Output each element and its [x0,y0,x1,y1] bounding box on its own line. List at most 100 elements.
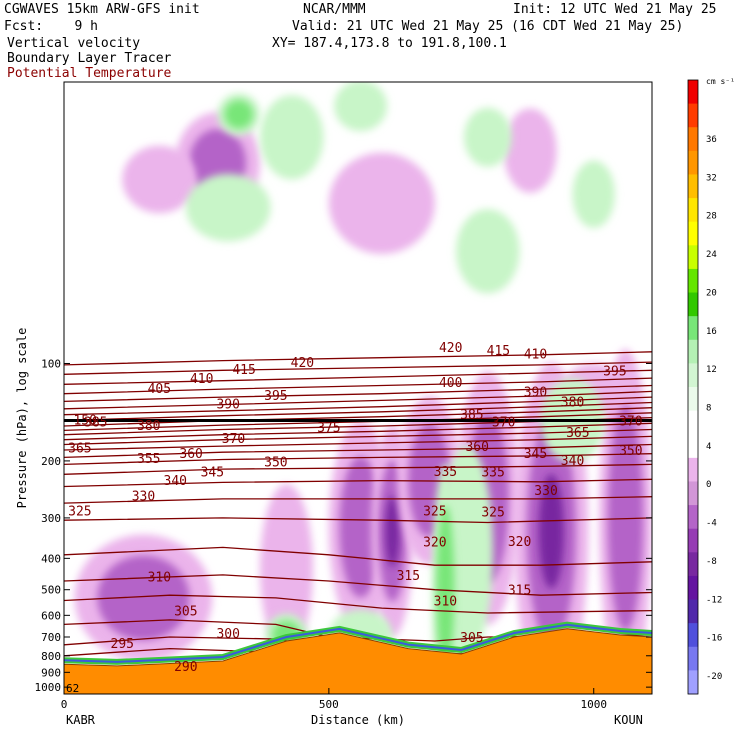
theta-label: 335 [434,465,457,480]
colorbar-tick-label: 4 [706,442,711,452]
theta-label: 355 [137,452,160,467]
theta-label: 415 [487,344,510,359]
theta-label: 295 [111,637,134,652]
downdraft-region [607,404,644,631]
theta-contour-365 [64,422,652,441]
theta-label: 410 [190,372,213,387]
colorbar-swatch [688,198,698,223]
updraft-region [456,209,520,294]
theta-label: 360 [465,440,488,455]
cross-section-endpoints: XY= 187.4,173.8 to 191.8,100.1 [272,36,507,51]
downdraft-region [503,108,557,193]
theta-label: 320 [508,535,531,550]
theta-label: 325 [481,506,504,521]
forecast-hour: Fcst: 9 h [4,19,98,34]
updraft-region [463,107,512,167]
theta-label: 380 [561,395,584,410]
updraft-region [572,160,615,228]
colorbar-tick-label: 16 [706,327,717,337]
colorbar-tick-label: -20 [706,672,722,682]
colorbar-swatch [688,316,698,341]
theta-contour-340 [64,463,652,475]
theta-label: 390 [216,398,239,413]
theta-label: 420 [291,356,314,371]
theta-contour-405 [64,377,652,395]
colorbar-tick-label: 20 [706,288,717,298]
theta-label: 340 [164,474,187,489]
theta-label: 400 [439,376,462,391]
theta-contour-390 [64,396,652,416]
colorbar-swatch [688,174,698,199]
theta-label: 415 [232,363,255,378]
colorbar-swatch [688,127,698,152]
theta-label: 370 [619,414,642,429]
valid-time: Valid: 21 UTC Wed 21 May 25 (16 CDT Wed … [292,19,684,34]
theta-label: 420 [439,341,462,356]
colorbar-swatch [688,623,698,648]
theta-contour-310 [64,594,652,614]
theta-label: 360 [179,447,202,462]
theta-contour-335 [64,478,652,488]
updraft-region [260,95,324,180]
colorbar-swatch [688,481,698,506]
colorbar-frame [687,79,699,695]
theta-label: 300 [216,627,239,642]
x-tick-label: 500 [319,698,339,711]
y-tick-label: 300 [41,512,61,525]
y-tick-label: 1000 [35,681,62,694]
theta-contour-395 [64,390,652,410]
colorbar-tick-label: 12 [706,365,717,375]
downdraft-region [339,456,382,598]
theta-contour-415 [64,361,652,375]
theta-label: 365 [566,426,589,441]
colorbar-swatch [688,552,698,577]
init-time: Init: 12 UTC Wed 21 May 25 [513,2,717,17]
theta-label: 305 [460,631,483,646]
theta-contour-400 [64,384,652,403]
theta-label: 385 [460,408,483,423]
colorbar-tick-label: 0 [706,480,711,490]
x-axis-label: Distance (km) [311,713,405,727]
updraft-region [334,82,388,132]
colorbar-swatch [688,150,698,175]
y-tick-label: 800 [41,650,61,663]
y-tick-label: 900 [41,666,61,679]
y-tick-label: 200 [41,455,61,468]
field-boundary-layer-tracer: Boundary Layer Tracer [7,51,172,66]
theta-label: 310 [148,570,171,585]
colorbar-swatch [688,363,698,388]
theta-label: 410 [524,347,547,362]
theta-label: 345 [524,447,547,462]
colorbar-tick-label: 36 [706,135,717,145]
colorbar-swatch [688,339,698,364]
colorbar-tick-label: -12 [706,595,722,605]
field-potential-temperature: Potential Temperature [7,66,172,81]
y-tick-label: 700 [41,631,61,644]
colorbar-swatch [688,292,698,317]
theta-label: 330 [534,484,557,499]
theta-contour-355 [64,435,652,451]
theta-label: 345 [201,466,224,481]
theta-label: 325 [423,505,446,520]
theta-label: 380 [137,419,160,434]
terrain-fill [64,628,652,694]
theta-label: 395 [264,389,287,404]
colorbar-swatch [688,221,698,246]
colorbar-tick-label: 28 [706,212,717,222]
theta-contour-380 [64,407,652,427]
theta-label: 350 [619,444,642,459]
x-tick-label: 1000 [580,698,607,711]
colorbar-swatch [688,245,698,270]
x-tick-label: 0 [61,698,68,711]
theta-contour-320 [64,546,652,566]
colorbar-swatch [688,599,698,624]
theta-label: 305 [174,605,197,620]
theta-label: 375 [317,421,340,436]
theta-contour-315 [64,574,652,596]
center-label: NCAR/MMM [303,2,366,17]
theta-label: 150 [73,414,96,429]
y-tick-label: 100 [41,357,61,370]
theta-label: 325 [68,505,91,520]
colorbar-swatch [688,103,698,128]
